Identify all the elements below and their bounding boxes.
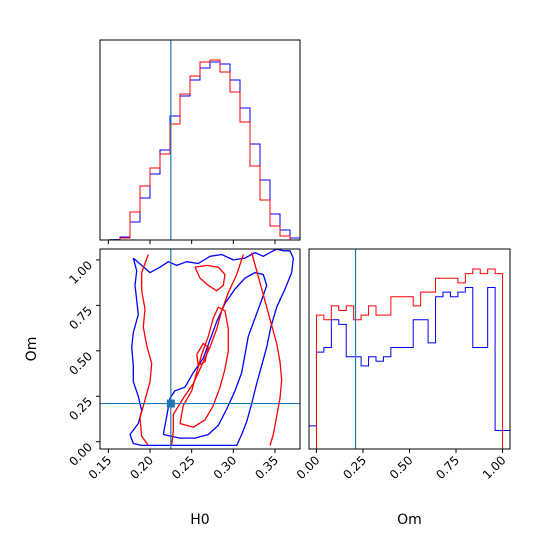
x-axis-label-h0: H0 bbox=[190, 512, 209, 528]
contour-y-tick-group: 0.00 0.25 0.50 0.75 1.00 bbox=[66, 258, 100, 469]
contour-frame bbox=[99, 248, 301, 450]
x-axis-label-om: Om bbox=[397, 512, 422, 528]
contour-red-2 bbox=[194, 264, 226, 292]
contour-red-4 bbox=[179, 306, 229, 428]
truth-marker bbox=[166, 399, 175, 408]
contour-xtick-label-1: 0.20 bbox=[127, 453, 156, 482]
hist-h0-series-group bbox=[100, 59, 301, 241]
contour-red-0 bbox=[139, 254, 153, 446]
hist-h0-frame bbox=[99, 39, 301, 241]
hist-h0-tick-group bbox=[107, 240, 276, 244]
contour-ytick-label-0: 0.00 bbox=[66, 440, 95, 469]
contour-xtick-label-0: 0.15 bbox=[86, 453, 115, 482]
hist-h0-series-red bbox=[100, 59, 300, 241]
hist-om-series-blue bbox=[309, 286, 510, 449]
contour-xtick-label-3: 0.30 bbox=[211, 453, 240, 482]
contour-blue-0 bbox=[129, 249, 294, 447]
contour-xtick-label-4: 0.35 bbox=[252, 453, 281, 482]
contour-ytick-label-1: 0.25 bbox=[66, 394, 95, 423]
hist-om-series-group bbox=[309, 268, 510, 449]
hist-om-xtick-label-0: 0.00 bbox=[294, 453, 323, 482]
hist-om-series-red bbox=[309, 268, 510, 449]
contour-panel: 0.15 0.20 0.25 0.30 0.35 0.00 0.25 0.50 0.75 1.0… bbox=[24, 248, 301, 528]
y-axis-label-om: Om bbox=[24, 337, 40, 362]
contour-x-tick-group: 0.15 0.20 0.25 0.30 0.35 bbox=[86, 449, 281, 482]
hist-om-frame bbox=[308, 248, 511, 450]
hist-om-panel: 0.00 0.25 0.50 0.75 1.00 Om bbox=[294, 248, 511, 528]
contour-truth-group bbox=[100, 249, 300, 449]
hist-om-xtick-label-2: 0.50 bbox=[387, 453, 416, 482]
contour-ytick-label-2: 0.50 bbox=[66, 349, 95, 378]
contour-ytick-label-3: 0.75 bbox=[66, 304, 95, 333]
contour-ytick-label-4: 1.00 bbox=[66, 258, 95, 287]
contour-red-3 bbox=[251, 252, 283, 446]
contour-blue-1 bbox=[162, 271, 268, 439]
hist-om-xtick-label-1: 0.25 bbox=[340, 453, 369, 482]
contour-series-group bbox=[129, 249, 294, 447]
hist-om-xtick-label-4: 1.00 bbox=[480, 453, 509, 482]
hist-h0-panel bbox=[99, 39, 301, 244]
hist-om-x-tick-group: 0.00 0.25 0.50 0.75 1.00 bbox=[294, 449, 509, 482]
contour-xtick-label-2: 0.25 bbox=[169, 453, 198, 482]
contour-red-5 bbox=[196, 342, 209, 367]
hist-om-xtick-label-3: 0.75 bbox=[433, 453, 462, 482]
